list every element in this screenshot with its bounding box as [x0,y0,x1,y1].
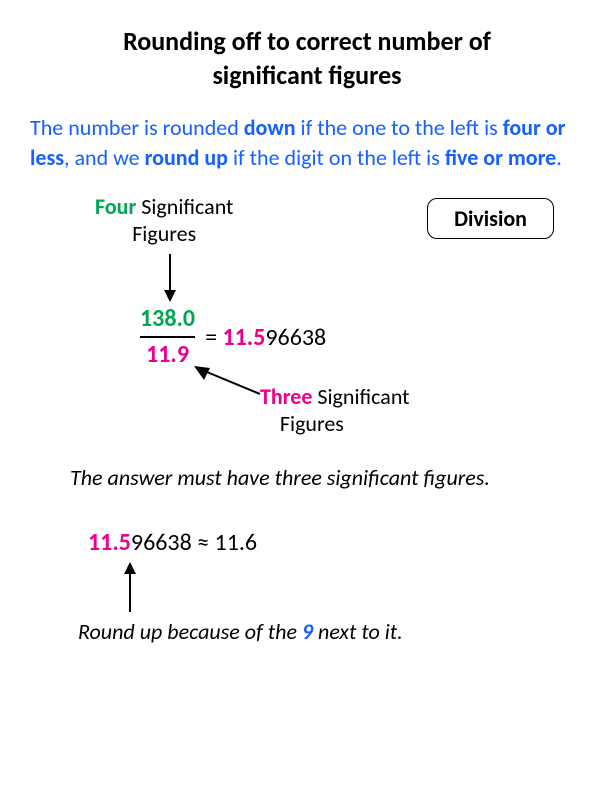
four-sigfig-label: Four Significant Figures [95,194,233,247]
fraction: 138.0 11.9 [140,304,195,370]
numerator: 138.0 [140,304,195,334]
roundup-note: Round up because of the 9 next to it. [78,618,403,645]
division-label: Division [454,205,527,232]
title-line2: significant figures [212,59,401,91]
division-badge: Division [427,198,554,239]
rule-roundup: round up [145,144,228,171]
fraction-equation: 138.0 11.9 = 11.596638 [140,304,326,370]
rule-text: if the one to the left is [296,114,503,141]
sigfig-text: Significant [312,383,409,410]
roundup-nine: 9 [302,618,313,645]
calc-line: 11.596638 ≈ 11.6 [88,528,257,557]
four-word: Four [95,193,136,220]
answer-rule-text: The answer must have three significant f… [0,444,614,493]
sigfig-text: Significant [136,193,233,220]
three-word: Three [260,383,312,410]
roundup-text: Round up because of the [78,618,302,645]
rule-down: down [244,114,296,141]
page-title: Rounding off to correct number of signif… [0,0,614,93]
diagram-area: Four Significant Figures Division 138.0 … [0,184,614,444]
rule-five: five or more [445,144,556,171]
rounding-rule: The number is rounded down if the one to… [0,93,614,175]
rule-text: if the digit on the left is [228,144,445,171]
result-sigfig: 11.5 [222,323,265,352]
rule-text: The number is rounded [30,114,244,141]
three-sigfig-label: Three Significant Figures [260,384,410,437]
calc-rest: 96638 ≈ 11.6 [131,528,257,557]
equals-result: = 11.596638 [205,323,326,352]
sigfig-text: Figures [280,410,344,437]
arrow-up-icon [120,562,140,614]
calc-sigfig: 11.5 [88,528,131,557]
sigfig-text: Figures [132,220,196,247]
calculation-area: 11.596638 ≈ 11.6 Round up because of the… [0,528,614,658]
result-rest: 96638 [265,323,326,352]
fraction-bar [140,336,195,338]
title-line1: Rounding off to correct number of [123,25,491,57]
arrow-down-icon [160,254,180,302]
arrow-diag-icon [190,364,270,404]
equals-sign: = [205,323,222,352]
roundup-text: next to it. [313,618,403,645]
rule-text: . [556,144,562,171]
denominator: 11.9 [140,340,195,370]
rule-text: , and we [64,144,145,171]
